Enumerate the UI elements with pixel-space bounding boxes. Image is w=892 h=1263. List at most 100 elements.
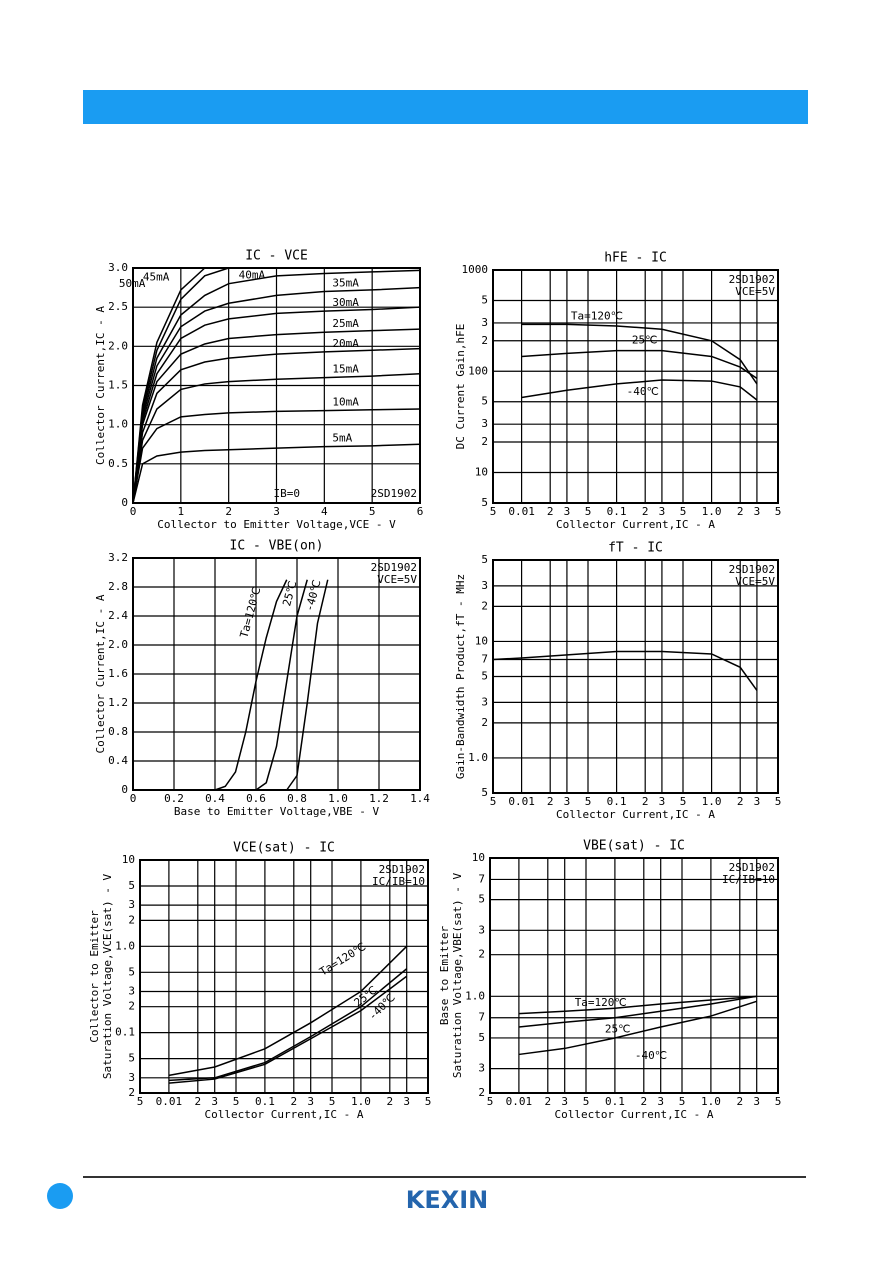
y-tick-label: 5 <box>128 879 135 892</box>
y-tick-label: 3 <box>478 923 485 936</box>
y-tick-label: 10 <box>475 466 488 479</box>
series-label: 40mA <box>239 269 266 282</box>
curve <box>168 945 408 1077</box>
annotation: 2SD1902 <box>729 563 775 576</box>
x-tick-label: 5 <box>329 1095 336 1108</box>
y-tick-label: 0 <box>121 496 128 509</box>
series-label: 25mA <box>332 317 359 330</box>
y-tick-label: 0 <box>121 783 128 796</box>
y-tick-label: 3 <box>481 579 488 592</box>
x-tick-label: 1.0 <box>701 1095 721 1108</box>
y-tick-label: 1.0 <box>108 418 128 431</box>
y-tick-label: 3 <box>481 316 488 329</box>
curve <box>214 579 288 791</box>
chart-title: IC - VBE(on) <box>230 539 324 554</box>
x-tick-label: 3 <box>657 1095 664 1108</box>
x-tick-label: 6 <box>417 505 424 518</box>
x-tick-label: 3 <box>564 505 571 518</box>
y-tick-label: 1.5 <box>108 379 128 392</box>
y-tick-label: 2 <box>128 1086 135 1099</box>
curve <box>286 579 329 791</box>
x-tick-label: 2 <box>640 1095 647 1108</box>
x-tick-label: 2 <box>547 505 554 518</box>
y-tick-label: 5 <box>478 893 485 906</box>
y-axis-label: Saturation Voltage,VBE(sat) - V <box>451 872 464 1078</box>
y-tick-label: 2.0 <box>108 638 128 651</box>
x-axis-label: Base to Emitter Voltage,VBE - V <box>174 805 380 818</box>
curve <box>132 443 421 504</box>
y-tick-label: 10 <box>475 634 488 647</box>
annotation: 2SD1902 <box>371 487 417 500</box>
x-tick-label: 0 <box>130 505 137 518</box>
x-tick-label: 5 <box>583 1095 590 1108</box>
x-tick-label: 3 <box>659 795 666 808</box>
x-tick-label: 2 <box>736 1095 743 1108</box>
y-tick-label: 5 <box>481 786 488 799</box>
x-tick-label: 2 <box>544 1095 551 1108</box>
x-tick-label: 3 <box>754 505 761 518</box>
curve <box>255 579 308 791</box>
x-tick-label: 1.0 <box>702 505 722 518</box>
y-axis-label: Saturation Voltage,VCE(sat) - V <box>101 873 114 1079</box>
y-tick-label: 10 <box>122 853 135 866</box>
x-tick-label: 0.1 <box>605 1095 625 1108</box>
y-axis-label: Gain-Bandwidth Product,fT - MHz <box>454 574 467 779</box>
y-axis-label: Collector to Emitter <box>88 910 101 1043</box>
y-tick-label: 5 <box>481 670 488 683</box>
curve <box>518 995 757 1028</box>
x-tick-label: 3 <box>754 795 761 808</box>
annotation: IC/IB=10 <box>372 875 425 888</box>
y-tick-label: 0.8 <box>108 725 128 738</box>
y-tick-label: 1.0 <box>468 751 488 764</box>
y-tick-label: 2.8 <box>108 580 128 593</box>
curve <box>132 347 421 504</box>
x-tick-label: 3 <box>564 795 571 808</box>
y-tick-label: 1000 <box>462 263 489 276</box>
x-tick-label: 0.6 <box>246 792 266 805</box>
annotation: VCE=5V <box>377 573 417 586</box>
y-tick-label: 3 <box>481 417 488 430</box>
x-tick-label: 3 <box>211 1095 218 1108</box>
y-tick-label: 0.5 <box>108 457 128 470</box>
y-tick-label: 2.0 <box>108 339 128 352</box>
y-tick-label: 5 <box>128 965 135 978</box>
curve <box>518 995 757 1015</box>
y-tick-label: 2 <box>478 948 485 961</box>
series-label: -40℃ <box>635 1049 667 1062</box>
curve <box>132 306 421 504</box>
curve <box>132 408 421 504</box>
annotation: IC/IB=10 <box>722 873 775 886</box>
y-tick-label: 2.5 <box>108 300 128 313</box>
y-tick-label: 2 <box>478 1086 485 1099</box>
y-tick-label: 1.2 <box>108 696 128 709</box>
y-tick-label: 3.0 <box>108 261 128 274</box>
series-label: 25℃ <box>605 1023 631 1036</box>
y-tick-label: 7 <box>478 872 485 885</box>
x-tick-label: 5 <box>680 505 687 518</box>
x-tick-label: 5 <box>775 505 782 518</box>
x-tick-label: 2 <box>194 1095 201 1108</box>
x-tick-label: 3 <box>753 1095 760 1108</box>
y-tick-label: 2 <box>481 716 488 729</box>
y-axis-label: Collector Current,IC - A <box>94 594 107 753</box>
annotation: 2SD1902 <box>729 861 775 874</box>
x-tick-label: 5 <box>585 795 592 808</box>
plot-frame <box>132 557 421 791</box>
y-axis-label: Collector Current,IC - A <box>94 306 107 465</box>
series-label: 35mA <box>332 277 359 290</box>
x-tick-label: 3 <box>307 1095 314 1108</box>
y-tick-label: 2 <box>481 599 488 612</box>
curve <box>132 267 206 504</box>
x-tick-label: 0.01 <box>506 1095 533 1108</box>
x-tick-label: 2 <box>737 505 744 518</box>
curve <box>518 1000 757 1056</box>
x-tick-label: 3 <box>561 1095 568 1108</box>
chart-title: VCE(sat) - IC <box>233 841 335 856</box>
x-tick-label: 5 <box>490 795 497 808</box>
y-tick-label: 7 <box>481 652 488 665</box>
y-tick-label: 3 <box>128 1071 135 1084</box>
x-tick-label: 4 <box>321 505 328 518</box>
x-tick-label: 5 <box>137 1095 144 1108</box>
page-badge <box>47 1183 73 1209</box>
x-axis-label: Collector to Emitter Voltage,VCE - V <box>157 518 396 531</box>
